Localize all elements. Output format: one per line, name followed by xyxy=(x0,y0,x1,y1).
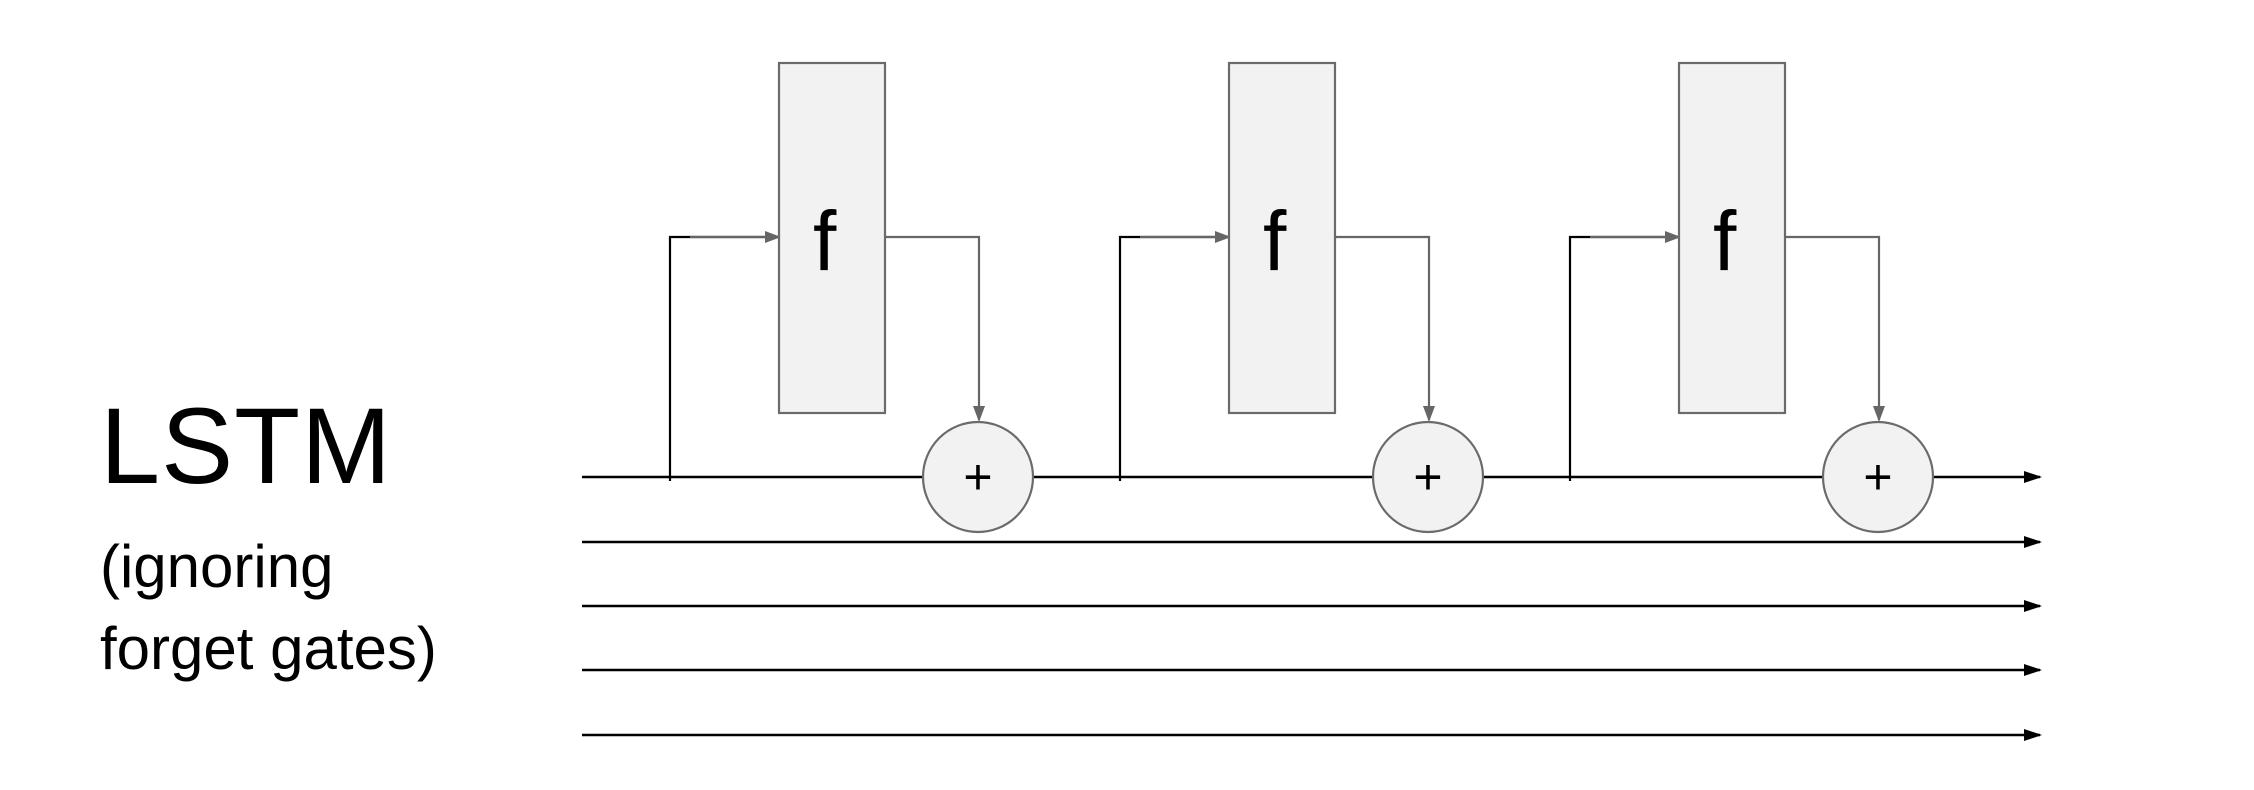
skip-branch-line xyxy=(1118,235,1229,481)
add-node-label: + xyxy=(1413,449,1442,505)
diagram-title: LSTM xyxy=(100,385,393,506)
lstm-cell-2: f+ xyxy=(1118,61,1485,534)
lstm-cell-3: f+ xyxy=(1568,61,1935,534)
add-node-circle xyxy=(1371,420,1485,534)
cells-layer: f+f+f+ xyxy=(668,61,1935,534)
function-box xyxy=(777,61,887,415)
box-output-arrow xyxy=(1335,235,1435,422)
subtitle-line-2: forget gates) xyxy=(100,615,437,682)
subtitle-line-1: (ignoring xyxy=(100,533,334,600)
function-label: f xyxy=(1263,194,1287,288)
function-label: f xyxy=(813,194,837,288)
lanes-layer xyxy=(582,471,2042,741)
lstm-cell-1: f+ xyxy=(668,61,1035,534)
box-output-arrow xyxy=(885,235,985,422)
function-box xyxy=(1227,61,1337,415)
add-node-circle xyxy=(921,420,1035,534)
add-node-label: + xyxy=(963,449,992,505)
skip-branch-line xyxy=(1568,235,1679,481)
add-node-circle xyxy=(1821,420,1935,534)
function-label: f xyxy=(1713,194,1737,288)
function-box xyxy=(1677,61,1787,415)
box-output-arrow xyxy=(1785,235,1885,422)
skip-branch-line xyxy=(668,235,779,481)
diagram-subtitle: (ignoring forget gates) xyxy=(100,526,437,690)
add-node-label: + xyxy=(1863,449,1892,505)
